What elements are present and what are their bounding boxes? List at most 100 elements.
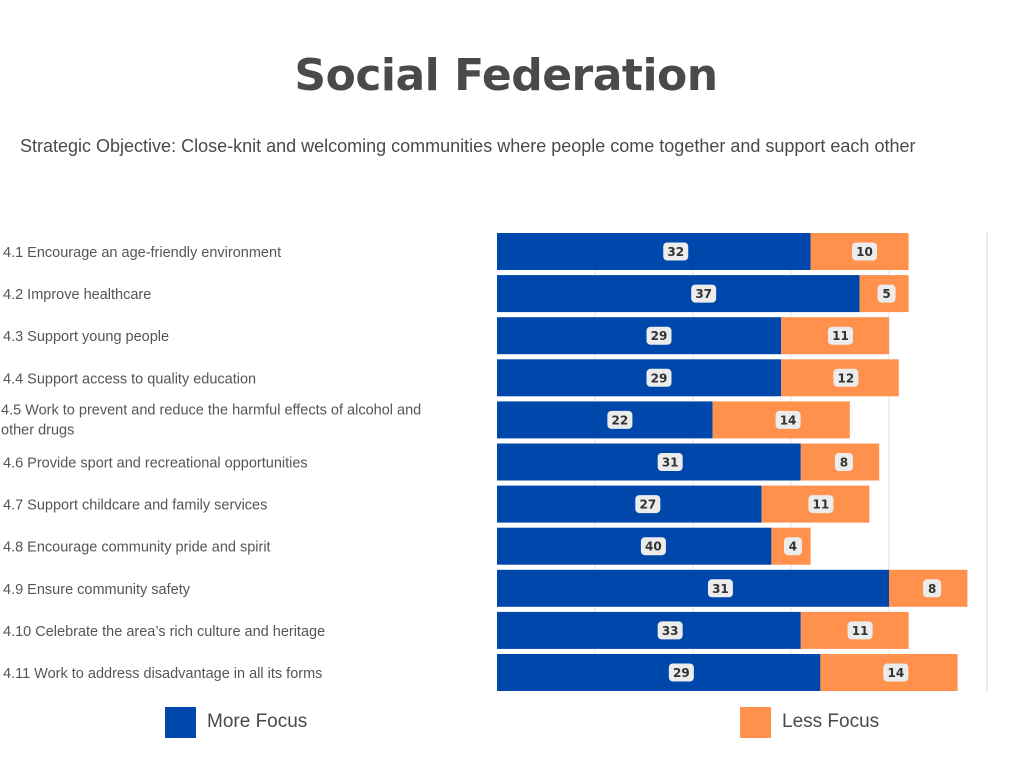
category-label: 4.6 Provide sport and recreational oppor…	[3, 456, 308, 472]
bar-more-focus	[497, 611, 801, 649]
value-label-more-focus: 31	[707, 579, 733, 598]
value-label-less-focus: 11	[827, 326, 853, 345]
category-label: 4.4 Support access to quality education	[3, 371, 256, 387]
category-label: 4.11 Work to address disadvantage in all…	[3, 666, 322, 682]
value-label-less-focus-box	[923, 579, 942, 598]
value-label-more-focus-box	[707, 579, 733, 598]
legend-label-less-focus: Less Focus	[782, 711, 880, 732]
value-label-more-focus-text: 29	[651, 371, 668, 385]
value-label-more-focus-text: 31	[662, 456, 679, 470]
value-label-less-focus-box	[883, 663, 909, 682]
bar-more-focus	[497, 485, 762, 523]
bar-more-focus	[497, 527, 772, 565]
value-label-less-focus-box	[808, 495, 834, 514]
value-label-more-focus: 31	[657, 453, 683, 471]
value-label-less-focus: 11	[808, 495, 834, 514]
bar-more-focus	[497, 443, 801, 481]
category-label: 4.8 Encourage community pride and spirit	[3, 540, 271, 556]
bar-more-focus	[497, 233, 811, 270]
value-label-less-focus-text: 14	[780, 413, 797, 427]
chart-title: Social Federation	[294, 50, 718, 101]
value-label-more-focus-text: 29	[673, 666, 690, 680]
bar-more-focus	[497, 317, 782, 355]
value-label-less-focus: 10	[852, 242, 877, 261]
category-label: 4.9 Ensure community safety	[3, 582, 191, 598]
value-label-more-focus: 22	[607, 410, 633, 429]
category-label: 4.10 Celebrate the area’s rich culture a…	[3, 624, 325, 640]
category-label: 4.1 Encourage an age-friendly environmen…	[3, 245, 281, 261]
value-label-more-focus-box	[663, 242, 689, 261]
value-label-more-focus-box	[668, 663, 694, 682]
value-label-more-focus-text: 33	[662, 624, 679, 638]
value-label-less-focus-text: 4	[789, 540, 797, 554]
value-label-more-focus: 29	[668, 663, 694, 682]
value-label-more-focus-text: 37	[695, 287, 712, 301]
value-label-less-focus: 14	[775, 410, 801, 429]
category-label: 4.5 Work to prevent and reduce the harmf…	[1, 402, 421, 438]
value-label-more-focus-text: 32	[667, 245, 684, 259]
legend-label-more-focus: More Focus	[207, 711, 308, 732]
legend-item-more-focus: More Focus	[165, 706, 307, 738]
value-label-less-focus-text: 11	[813, 498, 830, 512]
value-label-less-focus: 12	[833, 368, 859, 387]
bar-more-focus	[497, 275, 860, 313]
value-label-more-focus-box	[607, 410, 633, 429]
value-label-less-focus-box	[775, 410, 801, 429]
category-labels: 4.1 Encourage an age-friendly environmen…	[1, 245, 421, 682]
bar-more-focus	[497, 654, 821, 691]
value-label-less-focus: 8	[834, 453, 853, 471]
value-label-more-focus-box	[646, 326, 672, 345]
legend-item-less-focus: Less Focus	[740, 706, 879, 738]
value-label-more-focus: 33	[657, 621, 683, 640]
value-labels: 32 10 37 5 29 11 29 12 22 14 31 8 27 11 40 4 31 8 33 11 29 14	[607, 242, 942, 682]
value-label-less-focus-text: 8	[840, 456, 848, 470]
bars	[497, 233, 968, 691]
bar-more-focus	[497, 401, 713, 439]
value-label-more-focus: 40	[640, 537, 666, 556]
value-label-more-focus-text: 22	[612, 413, 629, 427]
value-label-more-focus-text: 27	[639, 498, 656, 512]
value-label-less-focus-box	[833, 368, 859, 387]
legend-swatch-more-focus	[165, 706, 196, 738]
value-label-more-focus-text: 40	[645, 540, 662, 554]
value-label-more-focus-box	[691, 284, 717, 303]
chart-subtitle: Strategic Objective: Close-knit and welc…	[20, 136, 916, 156]
value-label-more-focus-box	[640, 537, 666, 556]
value-label-less-focus-text: 12	[838, 371, 855, 385]
category-label: 4.2 Improve healthcare	[3, 287, 151, 303]
value-label-less-focus-text: 8	[928, 582, 936, 596]
value-label-more-focus: 29	[646, 326, 672, 345]
value-label-less-focus-box	[852, 242, 877, 261]
value-label-less-focus-box	[834, 453, 853, 471]
value-label-less-focus: 11	[847, 621, 873, 640]
bar-more-focus	[497, 359, 782, 397]
value-label-less-focus-box	[783, 537, 802, 556]
value-label-less-focus: 8	[923, 579, 942, 598]
value-label-more-focus-text: 31	[712, 582, 729, 596]
value-label-less-focus: 5	[877, 284, 896, 303]
value-label-more-focus: 32	[663, 242, 689, 261]
value-label-less-focus-text: 14	[888, 666, 905, 680]
value-label-less-focus-box	[877, 284, 896, 303]
value-label-more-focus-box	[635, 495, 661, 514]
value-label-less-focus-box	[827, 326, 853, 345]
value-label-less-focus-box	[847, 621, 873, 640]
value-label-more-focus-box	[657, 621, 683, 640]
value-label-more-focus: 27	[635, 495, 661, 514]
value-label-less-focus: 14	[883, 663, 909, 682]
value-label-more-focus-box	[646, 368, 672, 387]
value-label-less-focus-text: 11	[832, 329, 849, 343]
value-label-more-focus: 37	[691, 284, 717, 303]
value-label-more-focus: 29	[646, 368, 672, 387]
value-label-more-focus-box	[657, 453, 683, 471]
bar-more-focus	[497, 569, 889, 607]
value-label-less-focus-text: 10	[856, 245, 873, 259]
value-label-more-focus-text: 29	[651, 329, 668, 343]
value-label-less-focus-text: 5	[882, 287, 890, 301]
category-label: 4.3 Support young people	[3, 329, 169, 345]
value-label-less-focus: 4	[783, 537, 802, 556]
category-label: 4.7 Support childcare and family service…	[3, 498, 267, 514]
value-label-less-focus-text: 11	[852, 624, 869, 638]
legend-swatch-less-focus	[740, 706, 771, 738]
